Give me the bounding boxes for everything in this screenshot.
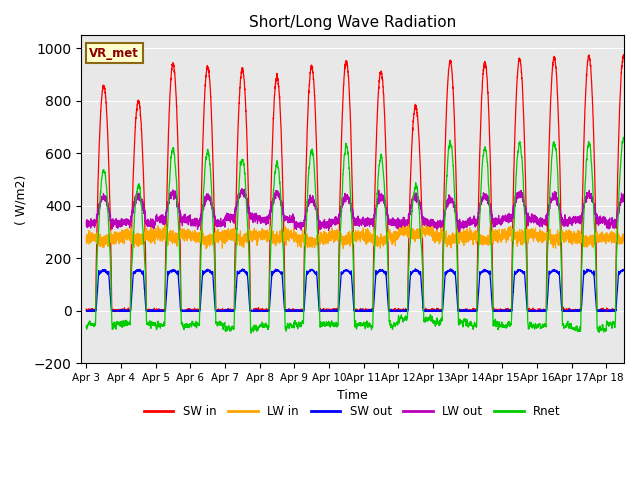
SW out [543,304,550,310]
Rnet [197,241,205,247]
LW out [237,186,245,192]
Rnet [620,134,627,140]
Line: Rnet: Rnet [86,137,640,333]
LW in [83,234,90,240]
Rnet [384,269,392,275]
Line: SW out: SW out [86,269,640,311]
LW out [543,214,551,220]
LW out [384,212,392,218]
SW out [384,301,392,307]
SW in [620,52,627,58]
LW in [414,233,422,239]
Rnet [516,140,524,145]
LW out [455,229,463,235]
Line: LW out: LW out [86,189,640,232]
LW in [543,238,551,244]
LW in [557,238,565,244]
SW in [83,306,90,312]
Rnet [414,193,422,199]
SW in [198,194,205,200]
Line: LW in: LW in [86,223,640,249]
LW out [83,223,90,229]
SW in [414,119,422,124]
LW in [516,238,524,244]
SW in [83,308,90,314]
LW out [637,223,640,228]
Title: Short/Long Wave Radiation: Short/Long Wave Radiation [249,15,456,30]
SW in [384,244,392,250]
Line: SW in: SW in [86,55,640,311]
SW out [516,267,524,273]
SW in [557,228,565,234]
SW out [197,289,205,295]
SW in [543,249,550,255]
Rnet [557,259,565,264]
Rnet [543,276,550,281]
Y-axis label: ( W/m2): ( W/m2) [15,174,28,225]
Text: VR_met: VR_met [90,47,139,60]
SW out [83,308,90,314]
SW out [557,299,565,305]
Rnet [247,330,255,336]
SW in [637,308,640,314]
Legend: SW in, LW in, SW out, LW out, Rnet: SW in, LW in, SW out, LW out, Rnet [139,401,566,423]
LW out [197,211,205,217]
LW out [516,195,524,201]
LW in [404,220,412,226]
LW in [637,235,640,241]
Rnet [83,324,90,330]
SW out [637,307,640,313]
LW out [414,198,422,204]
LW in [384,233,392,239]
SW in [516,56,524,61]
SW out [412,266,419,272]
SW out [414,269,422,275]
X-axis label: Time: Time [337,389,368,402]
LW out [557,219,565,225]
LW in [339,246,347,252]
Rnet [637,322,640,327]
LW in [197,240,205,246]
